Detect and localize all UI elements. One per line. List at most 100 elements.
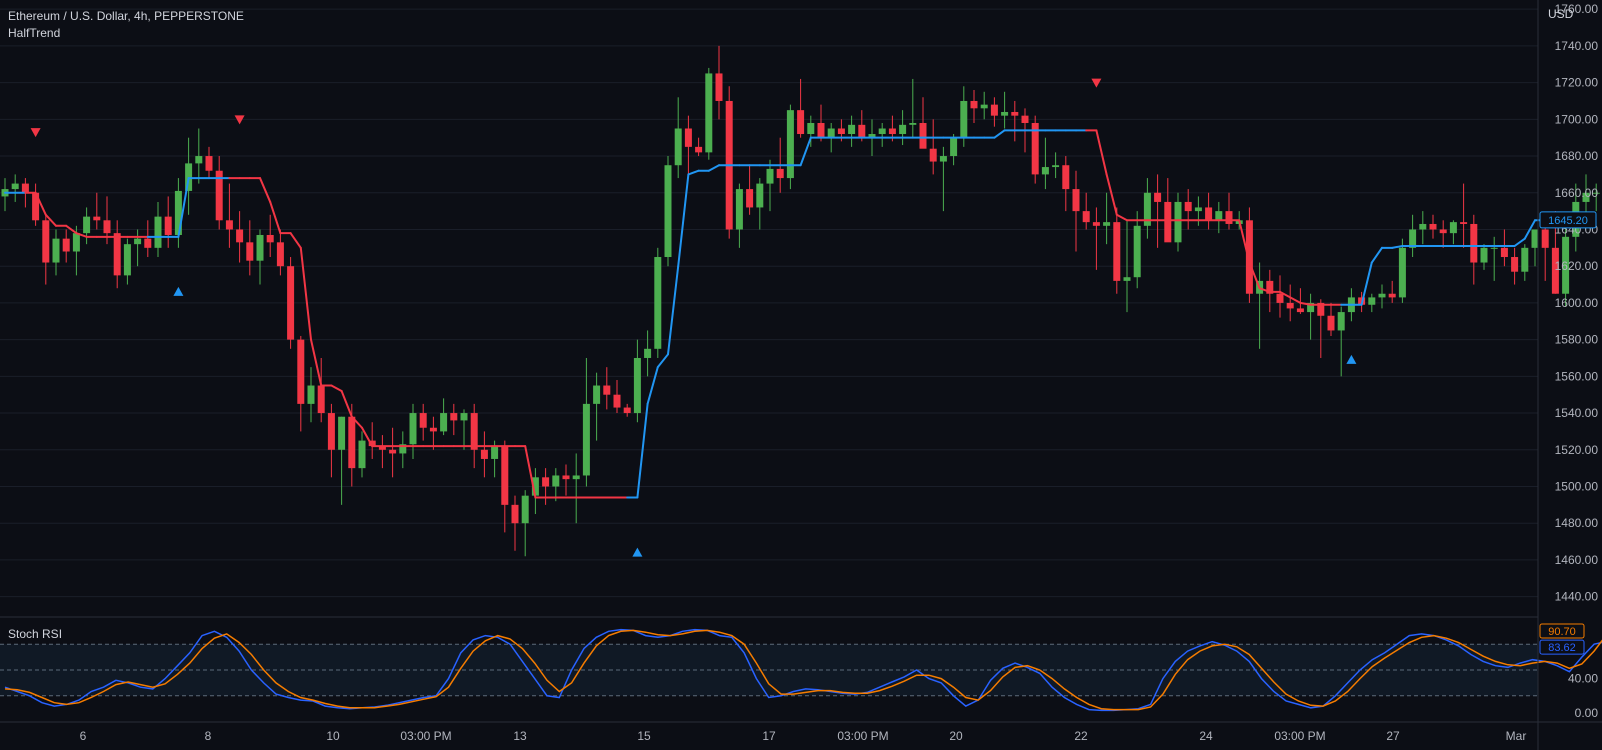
candle-body	[929, 148, 937, 162]
candle	[1592, 183, 1600, 212]
candle	[633, 339, 641, 423]
candle	[1480, 244, 1488, 270]
halftrend-segment	[636, 402, 649, 499]
candle-body	[1225, 211, 1233, 224]
candle-body	[644, 348, 652, 358]
candle	[327, 403, 335, 478]
stoch-rsi-axis[interactable]: 0.00 40.00 90.70 83.62	[1539, 623, 1598, 720]
candle-body	[1092, 222, 1100, 226]
price-tick-label: 1480.00	[1555, 516, 1599, 530]
candle-body	[623, 407, 631, 414]
candle	[1062, 156, 1070, 212]
candle-body	[654, 257, 662, 349]
halftrend-segment	[1523, 219, 1536, 240]
candle-body	[460, 413, 468, 421]
candle	[725, 86, 733, 239]
candle	[450, 403, 458, 436]
candle	[1449, 220, 1457, 245]
candle-body	[531, 477, 539, 496]
candle	[1490, 236, 1498, 281]
indicator-label-halftrend[interactable]: HalfTrend	[8, 26, 61, 40]
price-tick-label: 1520.00	[1555, 443, 1599, 457]
candle	[1041, 137, 1049, 190]
candle	[623, 403, 631, 417]
candle	[1582, 174, 1590, 215]
candle-body	[450, 413, 458, 421]
candle-body	[134, 238, 142, 245]
halftrend-segment	[687, 169, 700, 176]
candle-body	[990, 104, 998, 116]
candle	[1143, 178, 1151, 239]
candle	[970, 89, 978, 123]
price-tick-label: 1740.00	[1555, 39, 1599, 53]
candle	[154, 201, 162, 258]
candle	[695, 137, 703, 157]
halftrend-segment	[1513, 237, 1526, 247]
price-tick-label: 1680.00	[1555, 149, 1599, 163]
candle-body	[1429, 223, 1437, 230]
halftrend-segment	[65, 224, 78, 235]
candle-body	[287, 266, 295, 340]
price-axis[interactable]: 1440.00 1460.00 1480.00 1500.00 1520.00 1540.…	[1539, 2, 1599, 604]
candle	[1541, 220, 1549, 281]
candle-body	[735, 189, 743, 230]
candle	[378, 435, 386, 469]
candle	[1113, 207, 1121, 294]
candle-body	[1398, 247, 1406, 298]
candle	[1409, 214, 1417, 258]
candle-body	[909, 123, 917, 125]
candle	[32, 183, 40, 226]
candle-body	[52, 238, 60, 263]
candle-body	[582, 403, 590, 476]
time-axis[interactable]: 6 8 10 03:00 PM 13 15 17 03:00 PM 20 22 24 03:00 PM…	[80, 729, 1527, 743]
candle-body	[1052, 165, 1060, 168]
chart-title[interactable]: Ethereum / U.S. Dollar, 4h, PEPPERSTONE	[8, 9, 244, 23]
halftrend-segment	[1360, 261, 1373, 306]
candle	[195, 128, 203, 184]
halftrend-segment	[75, 232, 88, 238]
candle-body	[766, 168, 774, 184]
halftrend-segment	[361, 426, 374, 448]
candle	[878, 123, 886, 147]
candle	[236, 211, 244, 263]
price-tick-label: 1660.00	[1555, 186, 1599, 200]
candle-body	[1001, 111, 1009, 116]
indicator-label-stoch-rsi[interactable]: Stoch RSI	[8, 627, 63, 641]
candle	[134, 229, 142, 267]
stoch-k-badge	[1539, 639, 1585, 655]
time-tick-label: 03:00 PM	[837, 729, 888, 743]
price-tick-label: 1580.00	[1555, 333, 1599, 347]
candle-body	[154, 216, 162, 248]
candle	[297, 335, 305, 432]
candle	[735, 183, 743, 248]
candle-body	[837, 128, 845, 135]
candle	[164, 196, 172, 248]
time-tick-label: 22	[1074, 729, 1088, 743]
halftrend-segment	[299, 246, 312, 341]
candle	[1388, 280, 1396, 303]
candle-body	[419, 413, 427, 428]
price-tick-label: 1540.00	[1555, 406, 1599, 420]
candle-body	[246, 242, 254, 261]
candle	[766, 159, 774, 212]
candle	[1031, 115, 1039, 184]
candle-body	[858, 124, 866, 138]
candle-body	[960, 100, 968, 138]
halftrend-segment	[524, 445, 537, 499]
candle-body	[491, 446, 499, 459]
candle-body	[123, 244, 131, 276]
candle	[1429, 214, 1437, 239]
candle	[1500, 229, 1508, 267]
price-tick-label: 1440.00	[1555, 590, 1599, 604]
candle-body	[266, 234, 274, 243]
candle	[531, 468, 539, 515]
halftrend-segment	[1289, 296, 1302, 304]
candle	[858, 110, 866, 142]
candle-body	[919, 123, 927, 149]
price-tick-label: 1560.00	[1555, 369, 1599, 383]
candle-body	[1164, 201, 1172, 243]
candle-body	[1113, 222, 1121, 281]
candle-body	[1531, 229, 1539, 248]
candle	[276, 229, 284, 276]
